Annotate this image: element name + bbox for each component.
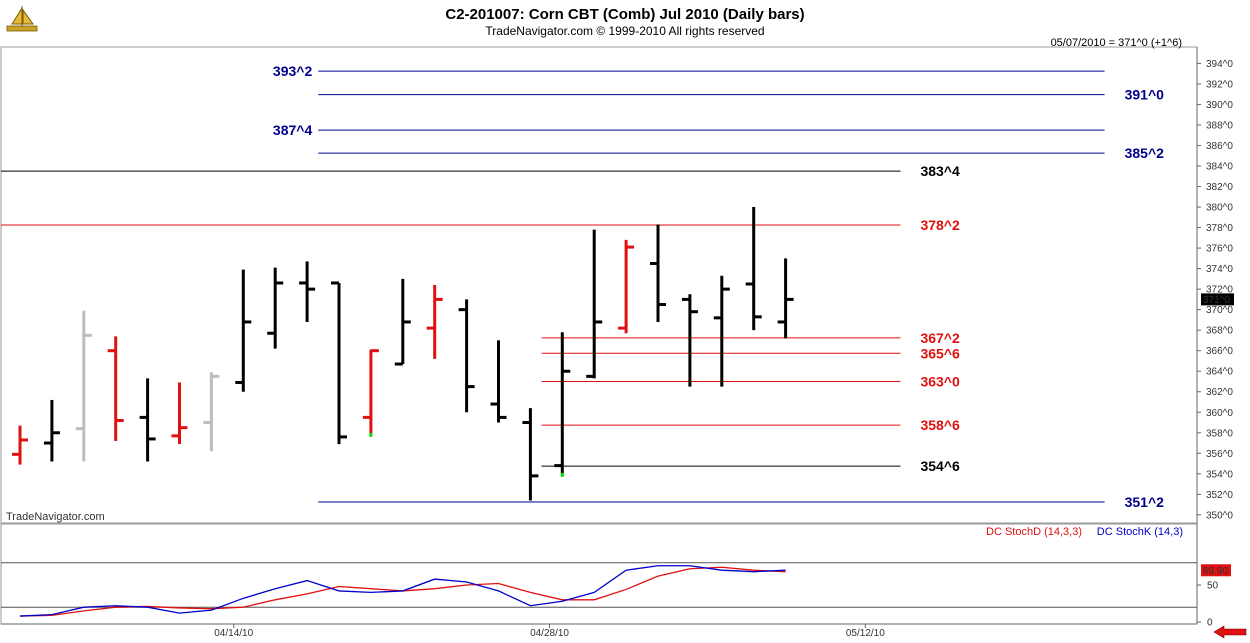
chart-title: C2-201007: Corn CBT (Comb) Jul 2010 (Dai… — [445, 6, 804, 23]
price-panel-frame — [0, 46, 1198, 524]
price-tick-label: 386^0 — [1206, 141, 1233, 152]
level-label: 367^2 — [920, 330, 960, 346]
price-tick-label: 356^0 — [1206, 449, 1233, 460]
price-tick-label: 376^0 — [1206, 244, 1233, 255]
price-tick-label: 378^0 — [1206, 223, 1233, 234]
level-label: 387^4 — [273, 122, 313, 138]
price-tick-label: 366^0 — [1206, 346, 1233, 357]
level-lines: 393^2 391^0 387^4 385^2 383^4 378^2 367^2365^6… — [1, 63, 1164, 510]
ohlc-bar-marker — [369, 432, 373, 437]
price-tick-label: 374^0 — [1206, 264, 1233, 275]
chart-subtitle: TradeNavigator.com © 1999-2010 All right… — [485, 24, 764, 38]
date-axis-labels: 04/14/10 04/28/10 05/12/10 — [214, 624, 885, 639]
level-label: 358^6 — [920, 417, 960, 433]
date-tick-label: 04/28/10 — [530, 628, 569, 639]
ohlc-bar-marker — [560, 472, 564, 477]
price-tick-label: 388^0 — [1206, 120, 1233, 131]
price-tick-label: 362^0 — [1206, 387, 1233, 398]
level-label: 393^2 — [273, 63, 313, 79]
stoch-tick-label: 0 — [1207, 618, 1213, 629]
price-tick-label: 384^0 — [1206, 162, 1233, 173]
stoch-tick-label: 50 — [1207, 581, 1219, 592]
price-tick-label: 354^0 — [1206, 469, 1233, 480]
stochK-line — [19, 565, 786, 617]
level-label: 354^6 — [920, 458, 960, 474]
level-label: 378^2 — [920, 217, 960, 233]
price-tick-label: 390^0 — [1206, 100, 1233, 111]
ohlc-bars — [12, 207, 794, 501]
price-tick-label: 380^0 — [1206, 203, 1233, 214]
price-tick-label: 364^0 — [1206, 367, 1233, 378]
price-tick-label: 382^0 — [1206, 182, 1233, 193]
svg-text:69.90: 69.90 — [1203, 566, 1228, 577]
date-tick-label: 04/14/10 — [214, 628, 253, 639]
price-tick-label: 358^0 — [1206, 428, 1233, 439]
stochD-legend: DC StochD (14,3,3) — [986, 526, 1082, 538]
price-tick-label: 368^0 — [1206, 326, 1233, 337]
stochK-legend: DC StochK (14,3) — [1097, 526, 1183, 538]
price-tick-label: 392^0 — [1206, 79, 1233, 90]
svg-text:371^0: 371^0 — [1203, 295, 1230, 306]
level-label: 385^2 — [1125, 145, 1165, 161]
level-label: 391^0 — [1125, 87, 1165, 103]
stoch-axis-ticks: 0 50 — [1, 562, 1219, 629]
sailboat-logo-icon — [6, 6, 38, 32]
price-tick-label: 370^0 — [1206, 305, 1233, 316]
stoch-panel-frame — [0, 523, 1198, 625]
level-label: 365^6 — [920, 345, 960, 361]
current-stoch-badge: 69.90 — [1201, 564, 1231, 577]
scroll-left-arrow-icon[interactable] — [1213, 625, 1247, 639]
current-price-badge: 371^0 — [1201, 293, 1234, 306]
watermark-text: TradeNavigator.com — [6, 511, 105, 523]
price-tick-label: 350^0 — [1206, 510, 1233, 521]
last-quote-readout: 05/07/2010 = 371^0 (+1^6) — [1051, 37, 1182, 49]
level-label: 351^2 — [1125, 494, 1165, 510]
price-tick-label: 372^0 — [1206, 285, 1233, 296]
stoch-lines — [19, 565, 786, 617]
level-label: 383^4 — [920, 163, 960, 179]
level-label: 363^0 — [920, 373, 960, 389]
price-tick-label: 352^0 — [1206, 490, 1233, 501]
price-tick-label: 394^0 — [1206, 59, 1233, 70]
date-tick-label: 05/12/10 — [846, 628, 885, 639]
price-axis-ticks: 350^0 352^0 354^0 356^0 358^0 360^0 362^0 364^0… — [1197, 59, 1233, 521]
price-tick-label: 360^0 — [1206, 408, 1233, 419]
